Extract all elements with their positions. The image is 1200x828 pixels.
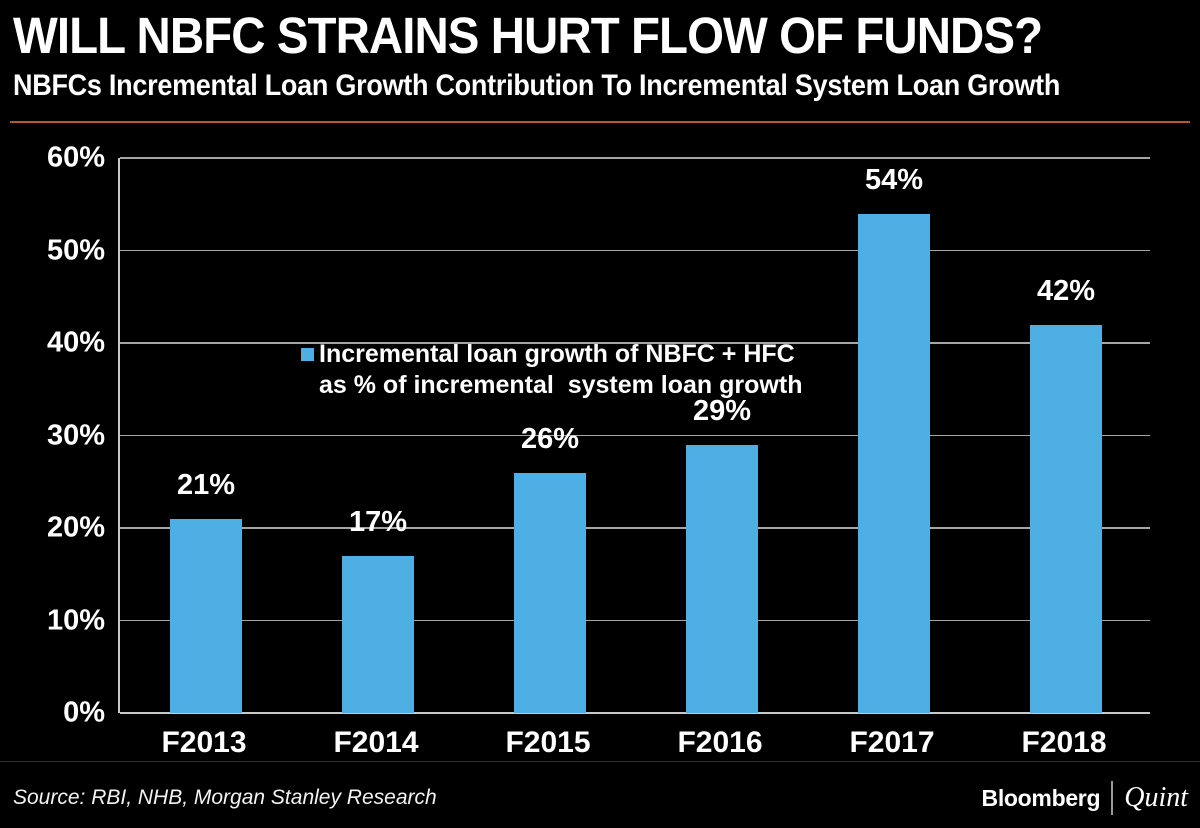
- bar-group-F2017: 54%: [808, 158, 980, 713]
- source-note: Source: RBI, NHB, Morgan Stanley Researc…: [13, 786, 437, 809]
- y-tick-label-50%: 50%: [46, 234, 105, 266]
- y-tick-label-60%: 60%: [46, 141, 105, 174]
- gridline-30%: [120, 434, 1150, 437]
- header-divider: [10, 121, 1190, 123]
- x-tick-label-F2016: F2016: [677, 726, 763, 759]
- bar-group-F2014: 17%: [292, 158, 464, 713]
- bar-value-label-F2018: 42%: [1036, 274, 1096, 307]
- x-tick-label-F2014: F2014: [333, 726, 419, 759]
- plot-area: Incremental loan growth of NBFC + HFC as…: [118, 157, 1152, 714]
- brand-logo: Bloomberg Quint: [982, 778, 1188, 818]
- bar-value-label-F2017: 54%: [864, 163, 924, 196]
- bloomberg-wordmark: Bloomberg: [981, 784, 1101, 811]
- bar-F2013: [170, 518, 242, 713]
- bar-F2014: [342, 555, 414, 713]
- legend-swatch-icon: [301, 348, 314, 361]
- brand-separator-icon: [1111, 781, 1114, 815]
- bar-group-F2016: 29%: [636, 158, 808, 713]
- bar-group-F2018: 42%: [980, 158, 1152, 713]
- gridline-10%: [120, 619, 1150, 622]
- legend-line-2: as % of incremental system loan growth: [319, 371, 803, 399]
- gridline-40%: [120, 342, 1150, 344]
- x-tick-label-F2018: F2018: [1021, 726, 1107, 759]
- x-tick-label-F2015: F2015: [505, 726, 591, 759]
- y-tick-label-30%: 30%: [46, 419, 105, 451]
- bar-group-F2015: 26%: [464, 158, 636, 713]
- gridline-60%: [120, 157, 1150, 159]
- legend-line-1: Incremental loan growth of NBFC + HFC: [319, 340, 795, 368]
- chart-legend: Incremental loan growth of NBFC + HFC as…: [301, 339, 802, 401]
- y-axis: 0% 10% 20% 30% 40% 50% 60%: [0, 142, 105, 729]
- bar-F2015: [514, 472, 586, 713]
- footer-divider: [0, 761, 1200, 762]
- bar-value-label-F2015: 26%: [520, 422, 580, 455]
- gridline-50%: [120, 249, 1150, 252]
- x-axis: F2013 F2014 F2015 F2016 F2017 F2018: [118, 716, 1150, 766]
- bar-F2016: [686, 444, 758, 713]
- y-tick-label-20%: 20%: [46, 511, 105, 544]
- quint-wordmark: Quint: [1124, 782, 1188, 813]
- page-subtitle: NBFCs Incremental Loan Growth Contributi…: [13, 69, 1061, 102]
- bar-group-F2013: 21%: [120, 158, 292, 713]
- legend-text: Incremental loan growth of NBFC + HFC as…: [319, 339, 802, 401]
- bar-value-label-F2014: 17%: [348, 505, 408, 538]
- y-tick-label-40%: 40%: [46, 326, 105, 359]
- gridline-20%: [120, 527, 1150, 529]
- y-tick-label-10%: 10%: [46, 604, 105, 636]
- bar-F2017: [858, 213, 930, 713]
- bar-F2018: [1030, 324, 1102, 713]
- page-title: WILL NBFC STRAINS HURT FLOW OF FUNDS?: [13, 7, 1043, 64]
- x-tick-label-F2017: F2017: [849, 726, 935, 759]
- x-tick-label-F2013: F2013: [161, 726, 247, 759]
- bar-value-label-F2016: 29%: [692, 394, 752, 427]
- y-tick-label-0%: 0%: [63, 696, 105, 729]
- bar-value-label-F2013: 21%: [176, 468, 236, 501]
- gridline-0%: [120, 712, 1150, 714]
